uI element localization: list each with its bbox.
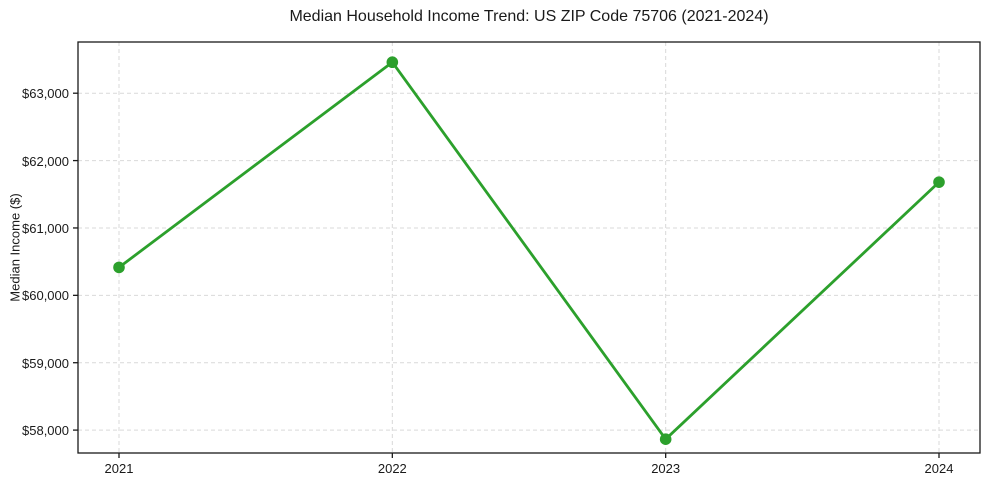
- y-tick-label: $62,000: [22, 153, 69, 169]
- y-tick-label: $61,000: [22, 220, 69, 236]
- x-tick-label: 2022: [377, 461, 407, 476]
- y-tick-label: $58,000: [22, 423, 69, 439]
- trend-line: [117, 60, 941, 441]
- chart-title: Median Household Income Trend: US ZIP Co…: [289, 8, 769, 25]
- data-point-marker: [113, 261, 125, 274]
- axes-spines: [77, 41, 981, 454]
- x-tick-label: 2023: [651, 461, 681, 476]
- data-point-marker: [933, 176, 945, 188]
- y-tick-label: $60,000: [22, 288, 69, 304]
- x-tick-label: 2024: [924, 461, 954, 476]
- x-tick-label: 2021: [104, 461, 134, 476]
- data-point-marker: [386, 56, 399, 69]
- data-point-marker: [659, 433, 672, 445]
- y-tick-label: $59,000: [22, 355, 69, 371]
- y-tick-label: $63,000: [22, 86, 69, 102]
